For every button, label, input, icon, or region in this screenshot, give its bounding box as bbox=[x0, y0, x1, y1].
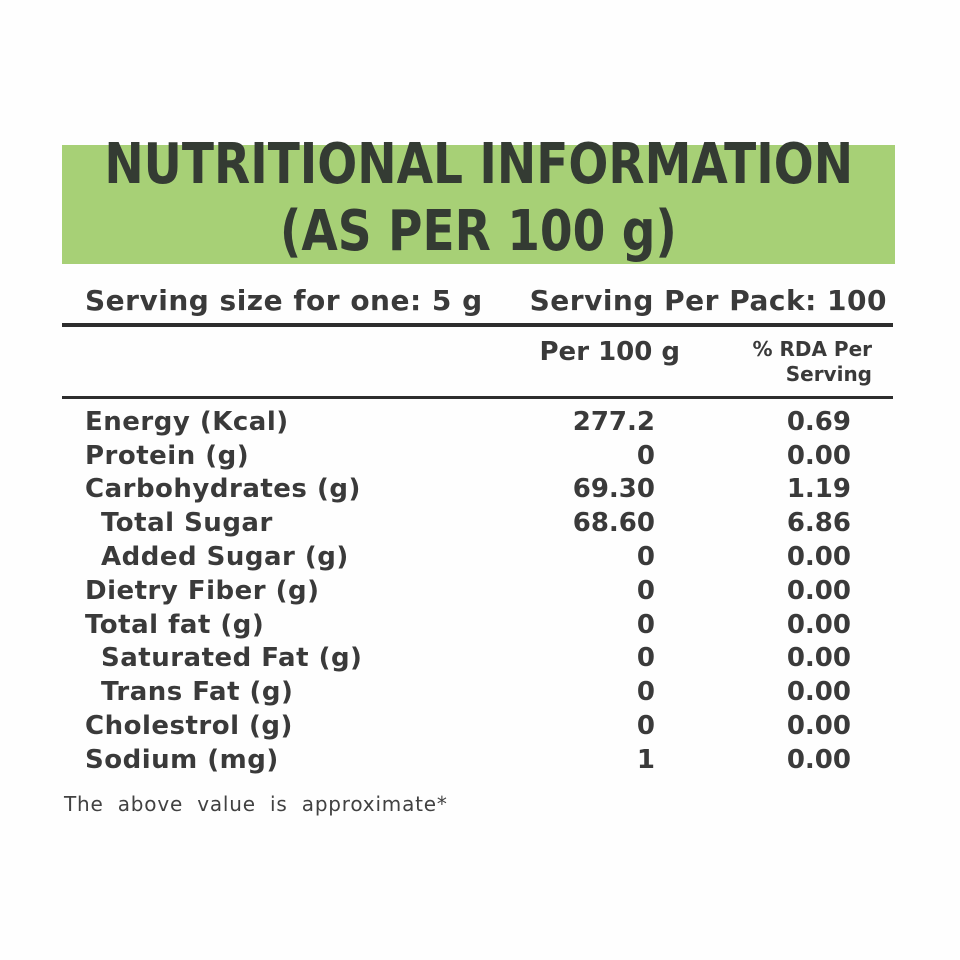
column-header-row: Per 100 g % RDA Per Serving bbox=[62, 337, 895, 387]
column-header-per-100g: Per 100 g bbox=[539, 337, 681, 367]
table-row: Dietry Fiber (g) 0 0.00 bbox=[62, 574, 895, 608]
banner-title-line2: (AS PER 100 g) bbox=[279, 198, 678, 264]
table-row: Protein (g) 0 0.00 bbox=[62, 439, 895, 473]
row-rda-value: 0.69 bbox=[786, 406, 851, 437]
row-per100-value: 1 bbox=[636, 744, 655, 775]
row-per100-value: 0 bbox=[636, 440, 655, 471]
row-per100-value: 0 bbox=[636, 609, 655, 640]
table-row: Trans Fat (g) 0 0.00 bbox=[62, 675, 895, 709]
table-row: Energy (Kcal) 277.2 0.69 bbox=[62, 405, 895, 439]
serving-size-label: Serving size for one: 5 g bbox=[85, 284, 483, 317]
row-rda-value: 0.00 bbox=[786, 643, 851, 674]
divider-header bbox=[62, 396, 893, 399]
serving-per-pack-label: Serving Per Pack: 100 bbox=[529, 284, 887, 317]
row-per100-value: 277.2 bbox=[572, 406, 655, 437]
row-per100-value: 0 bbox=[636, 677, 655, 708]
row-label: Carbohydrates (g) bbox=[85, 474, 361, 505]
row-per100-value: 68.60 bbox=[572, 508, 655, 539]
serving-summary-row: Serving size for one: 5 g Serving Per Pa… bbox=[62, 284, 895, 317]
banner-title-line1-wrap: NUTRITIONAL INFORMATION bbox=[33, 131, 924, 205]
table-row: Saturated Fat (g) 0 0.00 bbox=[62, 642, 895, 676]
row-per100-value: 69.30 bbox=[572, 474, 655, 505]
row-label: Total fat (g) bbox=[85, 609, 265, 640]
column-header-rda-line2: Serving bbox=[785, 362, 872, 386]
row-rda-value: 0.00 bbox=[786, 542, 851, 573]
row-per100-value: 0 bbox=[636, 542, 655, 573]
column-header-rda-line1: % RDA Per bbox=[752, 337, 872, 361]
banner-title-line2-wrap: (AS PER 100 g) bbox=[242, 198, 715, 272]
row-per100-value: 0 bbox=[636, 643, 655, 674]
row-per100-value: 0 bbox=[636, 575, 655, 606]
row-per100-value: 0 bbox=[636, 711, 655, 742]
header-banner: NUTRITIONAL INFORMATION (AS PER 100 g) bbox=[62, 136, 895, 264]
row-label: Added Sugar (g) bbox=[101, 542, 349, 573]
row-label: Sodium (mg) bbox=[85, 744, 279, 775]
row-rda-value: 0.00 bbox=[786, 575, 851, 606]
table-row: Added Sugar (g) 0 0.00 bbox=[62, 540, 895, 574]
nutrition-table: Energy (Kcal) 277.2 0.69 Protein (g) 0 0… bbox=[62, 405, 895, 777]
row-rda-value: 0.00 bbox=[786, 744, 851, 775]
row-rda-value: 0.00 bbox=[786, 609, 851, 640]
row-rda-value: 0.00 bbox=[786, 677, 851, 708]
row-label: Dietry Fiber (g) bbox=[85, 575, 320, 606]
column-header-rda: % RDA Per Serving bbox=[655, 337, 895, 387]
table-row: Sodium (mg) 1 0.00 bbox=[62, 743, 895, 777]
row-rda-value: 6.86 bbox=[786, 508, 851, 539]
row-label: Energy (Kcal) bbox=[85, 406, 289, 437]
row-label: Trans Fat (g) bbox=[101, 677, 294, 708]
table-row: Cholestrol (g) 0 0.00 bbox=[62, 709, 895, 743]
row-label: Total Sugar bbox=[101, 508, 273, 539]
row-label: Saturated Fat (g) bbox=[101, 643, 363, 674]
row-rda-value: 0.00 bbox=[786, 440, 851, 471]
table-row: Total fat (g) 0 0.00 bbox=[62, 608, 895, 642]
banner-title-line1: NUTRITIONAL INFORMATION bbox=[104, 131, 853, 197]
table-row: Total Sugar 68.60 6.86 bbox=[62, 506, 895, 540]
footnote: The above value is approximate* bbox=[64, 792, 448, 816]
divider-top bbox=[62, 323, 893, 327]
table-row: Carbohydrates (g) 69.30 1.19 bbox=[62, 473, 895, 507]
row-label: Cholestrol (g) bbox=[85, 711, 293, 742]
row-label: Protein (g) bbox=[85, 440, 250, 471]
row-rda-value: 0.00 bbox=[786, 711, 851, 742]
row-rda-value: 1.19 bbox=[786, 474, 851, 505]
